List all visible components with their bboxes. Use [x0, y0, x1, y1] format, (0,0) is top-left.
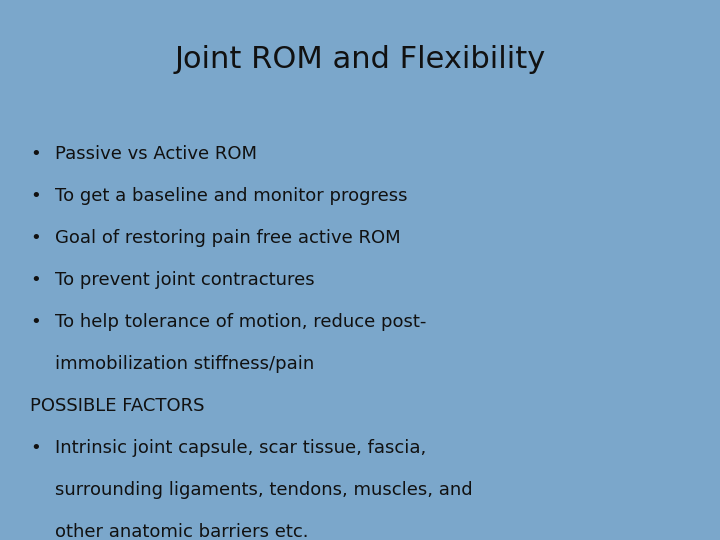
- Text: POSSIBLE FACTORS: POSSIBLE FACTORS: [30, 397, 204, 415]
- Text: •: •: [30, 439, 41, 457]
- Text: Passive vs Active ROM: Passive vs Active ROM: [55, 145, 257, 163]
- Text: •: •: [30, 187, 41, 205]
- Text: To get a baseline and monitor progress: To get a baseline and monitor progress: [55, 187, 408, 205]
- Text: To prevent joint contractures: To prevent joint contractures: [55, 271, 315, 289]
- Text: •: •: [30, 145, 41, 163]
- Text: other anatomic barriers etc.: other anatomic barriers etc.: [55, 523, 308, 540]
- Text: Joint ROM and Flexibility: Joint ROM and Flexibility: [174, 45, 546, 74]
- Text: Intrinsic joint capsule, scar tissue, fascia,: Intrinsic joint capsule, scar tissue, fa…: [55, 439, 426, 457]
- Text: surrounding ligaments, tendons, muscles, and: surrounding ligaments, tendons, muscles,…: [55, 481, 472, 499]
- Text: •: •: [30, 271, 41, 289]
- Text: Goal of restoring pain free active ROM: Goal of restoring pain free active ROM: [55, 229, 400, 247]
- Text: •: •: [30, 313, 41, 331]
- Text: To help tolerance of motion, reduce post-: To help tolerance of motion, reduce post…: [55, 313, 426, 331]
- Text: immobilization stiffness/pain: immobilization stiffness/pain: [55, 355, 314, 373]
- Text: •: •: [30, 229, 41, 247]
